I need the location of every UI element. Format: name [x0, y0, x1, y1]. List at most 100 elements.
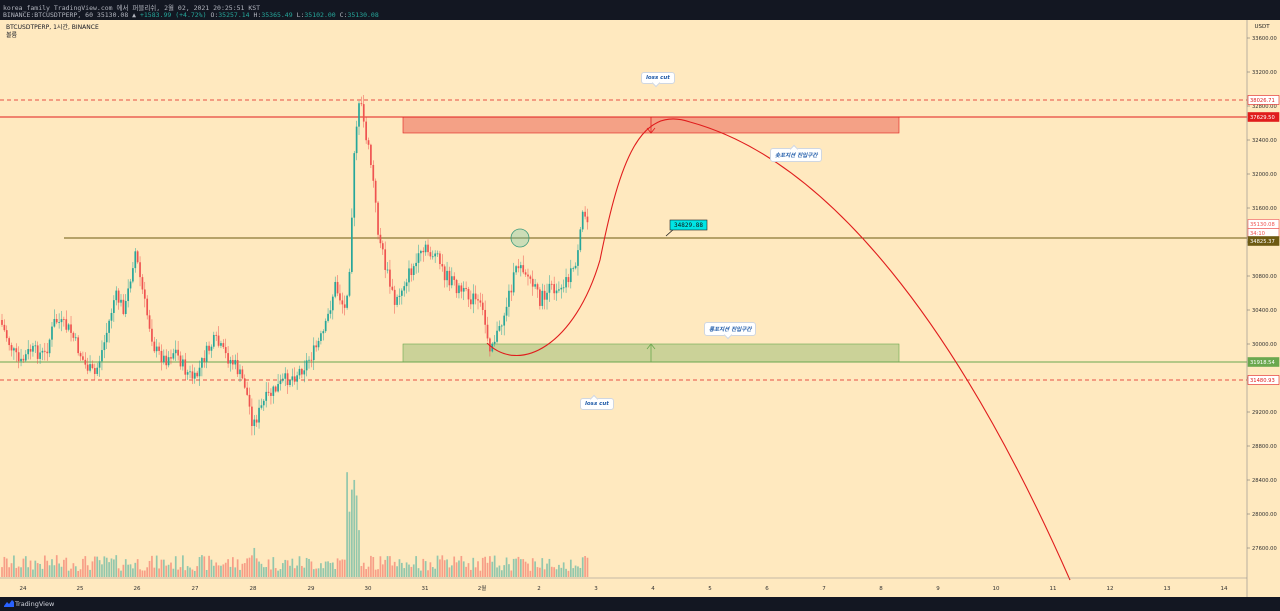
volume-bar [336, 558, 339, 577]
candle-body [396, 296, 398, 305]
candle-body [458, 285, 460, 294]
volume-bar [477, 561, 479, 577]
volume-bar [360, 566, 363, 577]
candle-body [417, 253, 420, 263]
volume-bar [536, 567, 539, 577]
candle-body [517, 266, 520, 269]
volume-bar [15, 567, 18, 577]
candle-body [441, 264, 444, 267]
candle-body [498, 326, 501, 331]
price-chart[interactable]: 34829.88 USDT27600.0028000.0028400.00288… [0, 20, 1280, 597]
volume-bar [293, 568, 296, 577]
volume-bar [517, 556, 520, 577]
candle-body [91, 364, 94, 369]
candle-body [246, 387, 248, 395]
candle-body [203, 358, 206, 362]
volume-bar [486, 562, 489, 577]
candle-body [553, 284, 556, 294]
candle-body [51, 326, 53, 340]
volume-bar [343, 559, 346, 577]
horizontal-levels [0, 99, 1247, 381]
volume-bar [72, 563, 75, 577]
candle-body [172, 353, 175, 359]
volume-bar [417, 568, 420, 577]
candle-body [53, 318, 56, 327]
volume-bar [270, 569, 272, 577]
short-zone-callout[interactable]: 숏포지션 진입구간 [770, 144, 823, 162]
volume-bar [586, 557, 589, 577]
candle-body [348, 271, 351, 296]
price-change: +1583.99 (+4.72%) [139, 11, 207, 19]
candle-body [82, 356, 84, 360]
drawings: 34829.88 [486, 117, 1071, 581]
volume-bar [136, 559, 139, 577]
volume-bar [512, 558, 515, 577]
volume-bar [55, 555, 58, 577]
x-tick-label: 2 [537, 586, 541, 592]
volume-bar [524, 561, 527, 577]
volume-bar [362, 562, 365, 577]
candle-body [93, 368, 96, 374]
candle-body [391, 286, 394, 290]
volume-bar [120, 570, 122, 577]
volume-bar [381, 564, 384, 577]
low-label: L: [296, 11, 305, 19]
long-zone-callout[interactable]: 롱포지션 진입구간 [704, 322, 757, 340]
candle-body [22, 358, 25, 361]
candle-body [527, 274, 529, 277]
candle-body [34, 345, 37, 347]
candle-body [243, 378, 246, 388]
volume-bar [396, 566, 398, 577]
candle-body [455, 279, 458, 294]
publish-info: korea_family TradingView.com 에서 퍼블리쉬, 2월… [3, 4, 261, 12]
loss-cut-top-callout[interactable]: loss cut [641, 72, 675, 88]
candle-body [186, 372, 189, 375]
volume-bar [117, 568, 120, 577]
candle-body [289, 380, 291, 385]
volume-bar [77, 570, 80, 577]
candle-body [508, 290, 510, 307]
loss-cut-bottom-callout[interactable]: loss cut [580, 394, 614, 410]
candle-body [312, 345, 315, 361]
volume-bar [508, 564, 510, 577]
candle-body [267, 391, 270, 393]
candle-body [196, 372, 199, 377]
volume-bar [103, 556, 106, 577]
volume-bar [186, 566, 189, 577]
candle-body [139, 262, 141, 278]
candle-body [462, 287, 465, 292]
candle-body [165, 355, 168, 366]
candle-body [315, 345, 318, 348]
candle-body [105, 332, 108, 343]
volume-bar [58, 563, 60, 577]
candle-body [248, 394, 251, 407]
candle-body [115, 290, 118, 301]
volume-bar [210, 559, 213, 577]
volume-bar [529, 570, 532, 577]
legend-symbol: BTCUSDTPERP, 1시간, BINANCE [6, 24, 99, 31]
volume-bar [165, 565, 168, 577]
volume-bar [548, 558, 551, 577]
volume-bar [132, 568, 134, 577]
candle-body [524, 272, 527, 275]
candle-body [562, 287, 565, 289]
ohlc-line: BINANCE:BTCUSDTPERP, 60 35130.08 ▲ +1583… [3, 11, 379, 19]
volume-bar [148, 560, 151, 577]
candle-body [343, 304, 346, 308]
candle-body [134, 251, 137, 269]
volume-bar [374, 569, 377, 577]
y-tick-label: 28400.00 [1252, 478, 1277, 484]
volume-bar [205, 569, 208, 577]
volume-bar [348, 511, 351, 577]
volume-bar [258, 561, 260, 577]
short-zone-text: 숏포지션 진입구간 [775, 153, 818, 159]
y-tick-label: 27600.00 [1252, 546, 1277, 552]
candle-body [479, 300, 482, 303]
volume-bar [74, 566, 77, 577]
volume-bar [351, 489, 353, 577]
candle-body [205, 345, 208, 362]
candle-body [510, 290, 513, 293]
axis-price-label: 35130.08 [1250, 222, 1275, 228]
volume-bar [260, 563, 263, 577]
volume-bar [393, 561, 396, 577]
